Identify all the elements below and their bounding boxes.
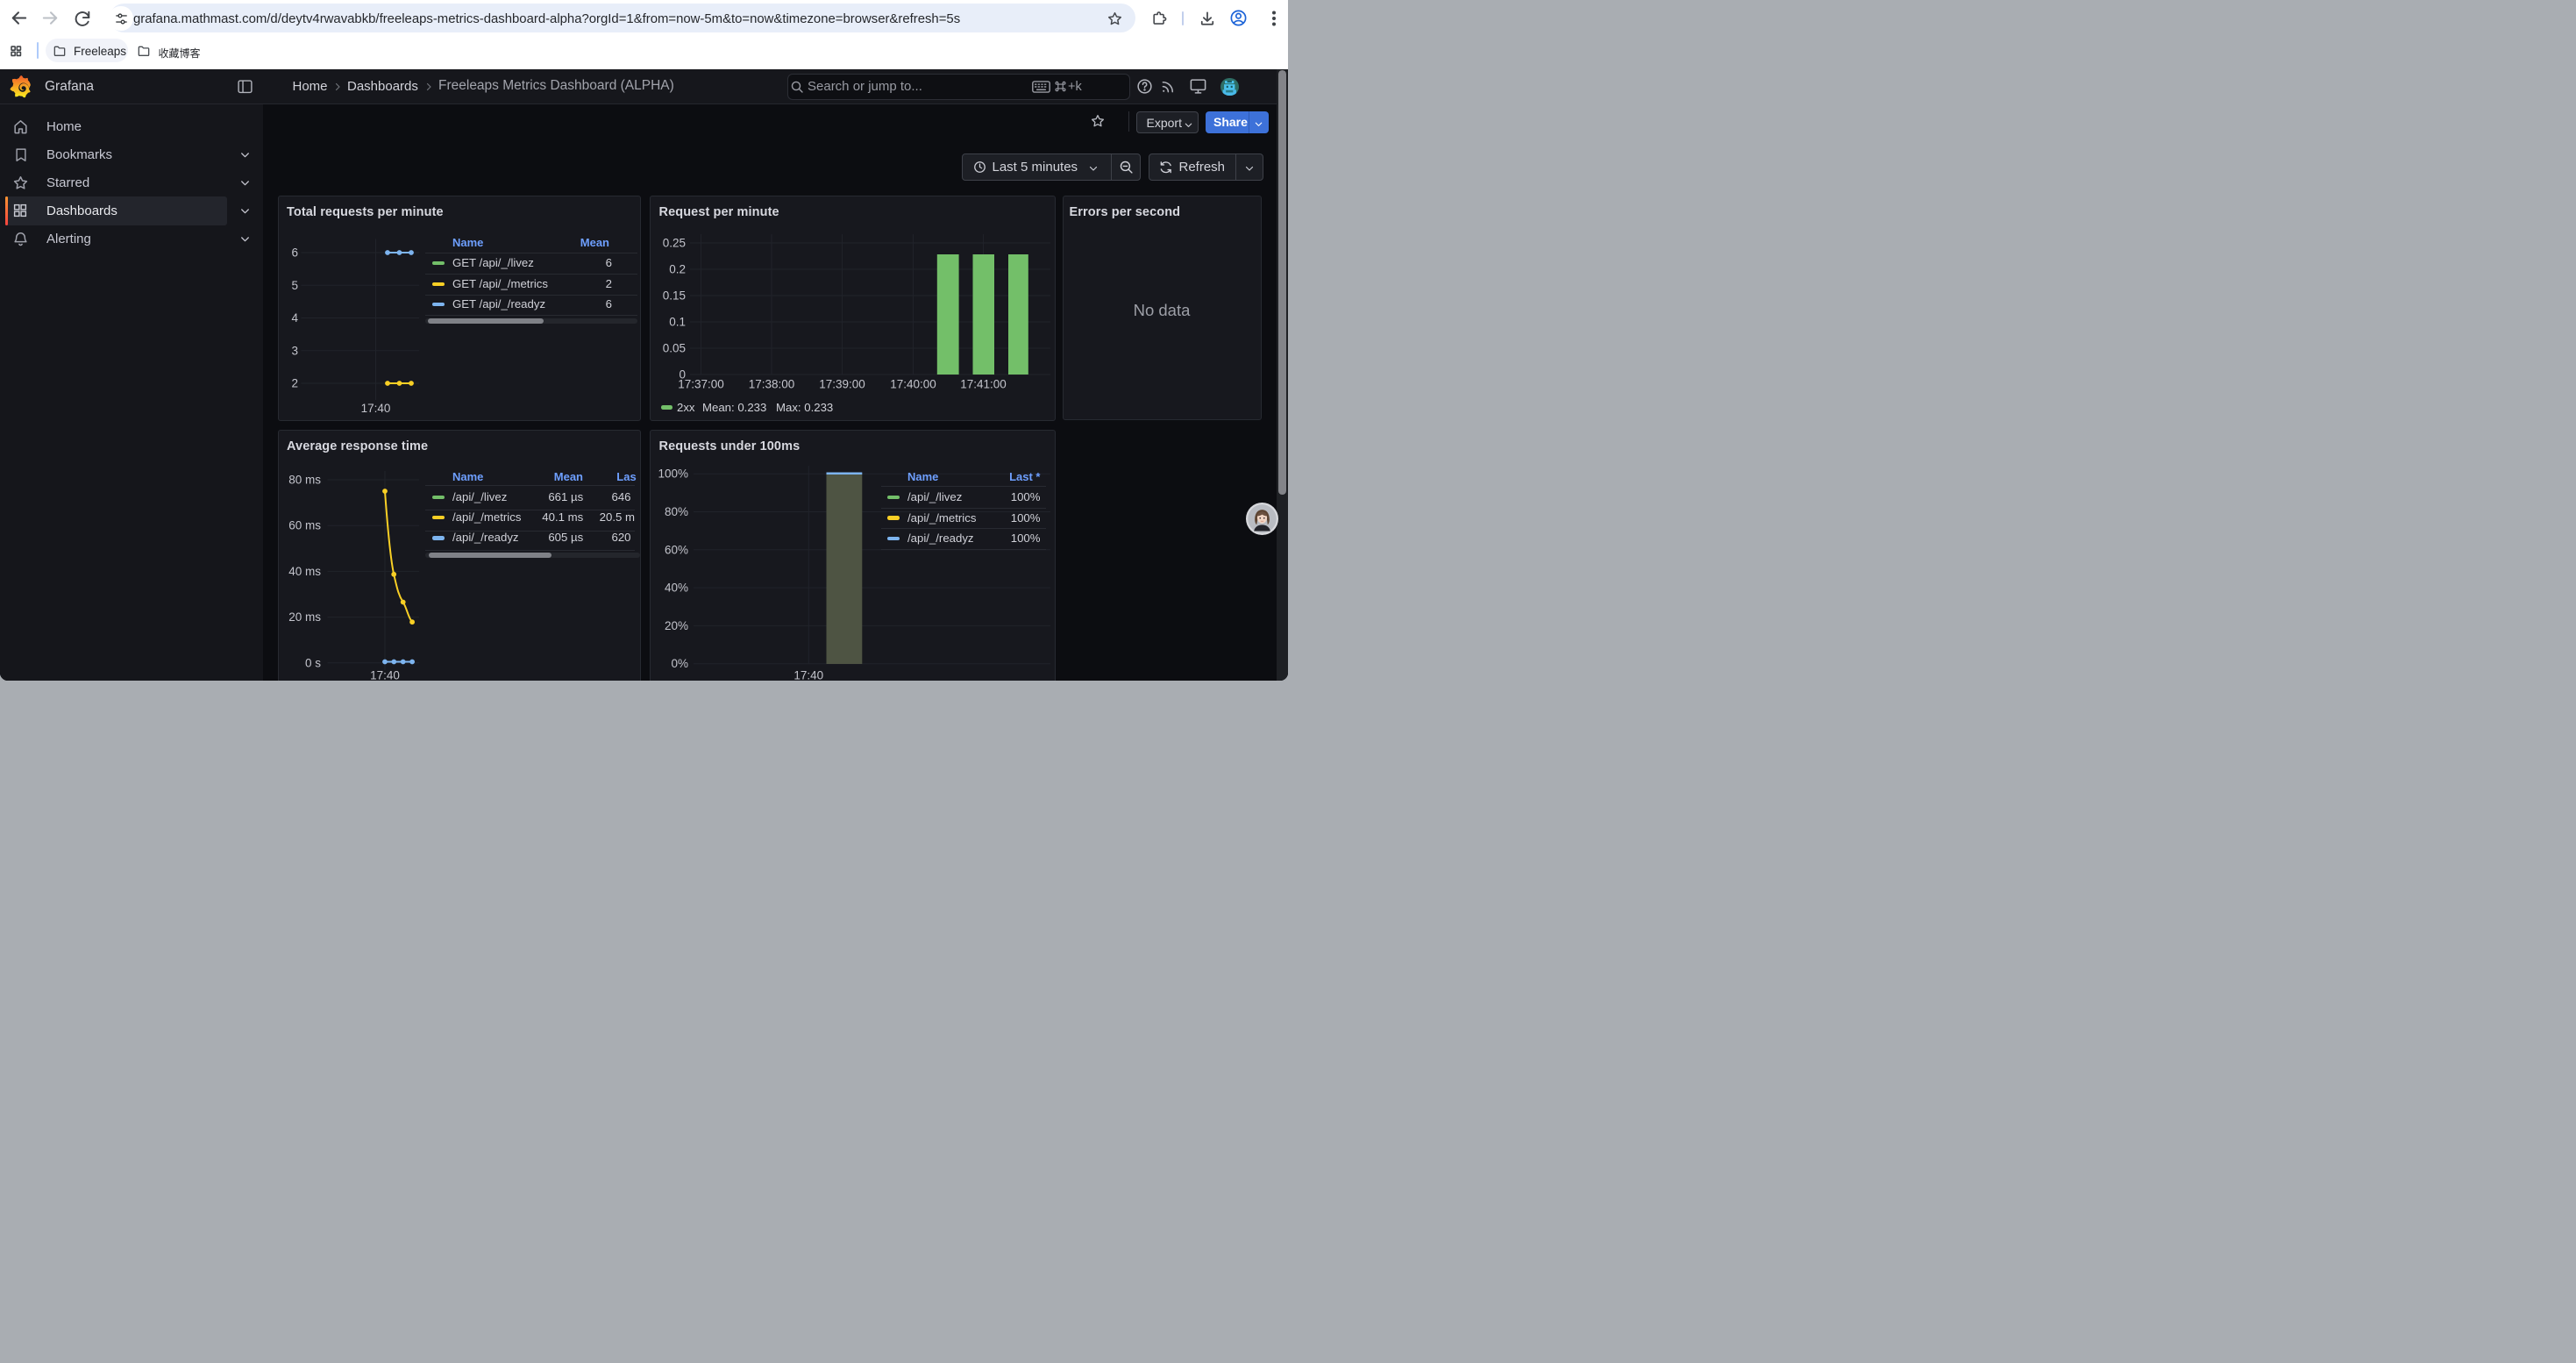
svg-text:20%: 20%: [665, 618, 688, 632]
svg-text:100%: 100%: [658, 467, 688, 480]
svg-text:60%: 60%: [665, 543, 688, 556]
svg-text:20 ms: 20 ms: [288, 610, 321, 624]
svg-text:40 ms: 40 ms: [288, 564, 321, 577]
svg-text:17:37:00: 17:37:00: [678, 378, 724, 391]
svg-text:0: 0: [679, 368, 686, 382]
svg-text:40%: 40%: [665, 581, 688, 594]
svg-text:6: 6: [291, 246, 298, 260]
svg-text:17:40:00: 17:40:00: [890, 378, 936, 391]
svg-text:60 ms: 60 ms: [288, 518, 321, 532]
svg-text:5: 5: [291, 279, 298, 292]
svg-text:17:40: 17:40: [793, 668, 823, 680]
svg-text:4: 4: [291, 311, 298, 325]
svg-text:17:39:00: 17:39:00: [819, 378, 865, 391]
svg-text:2: 2: [291, 377, 298, 390]
svg-text:0.05: 0.05: [663, 342, 686, 355]
svg-text:17:41:00: 17:41:00: [960, 378, 1007, 391]
svg-text:80 ms: 80 ms: [288, 473, 321, 486]
svg-text:3: 3: [291, 344, 298, 357]
svg-text:0.2: 0.2: [669, 263, 686, 276]
svg-text:17:40: 17:40: [370, 668, 400, 680]
svg-text:80%: 80%: [665, 505, 688, 518]
svg-text:0.1: 0.1: [669, 316, 686, 329]
svg-text:0.15: 0.15: [663, 289, 686, 303]
svg-text:0 s: 0 s: [304, 656, 320, 669]
svg-text:17:38:00: 17:38:00: [749, 378, 795, 391]
svg-text:0.25: 0.25: [663, 237, 686, 250]
svg-text:0%: 0%: [671, 657, 688, 670]
svg-text:17:40: 17:40: [360, 402, 390, 415]
